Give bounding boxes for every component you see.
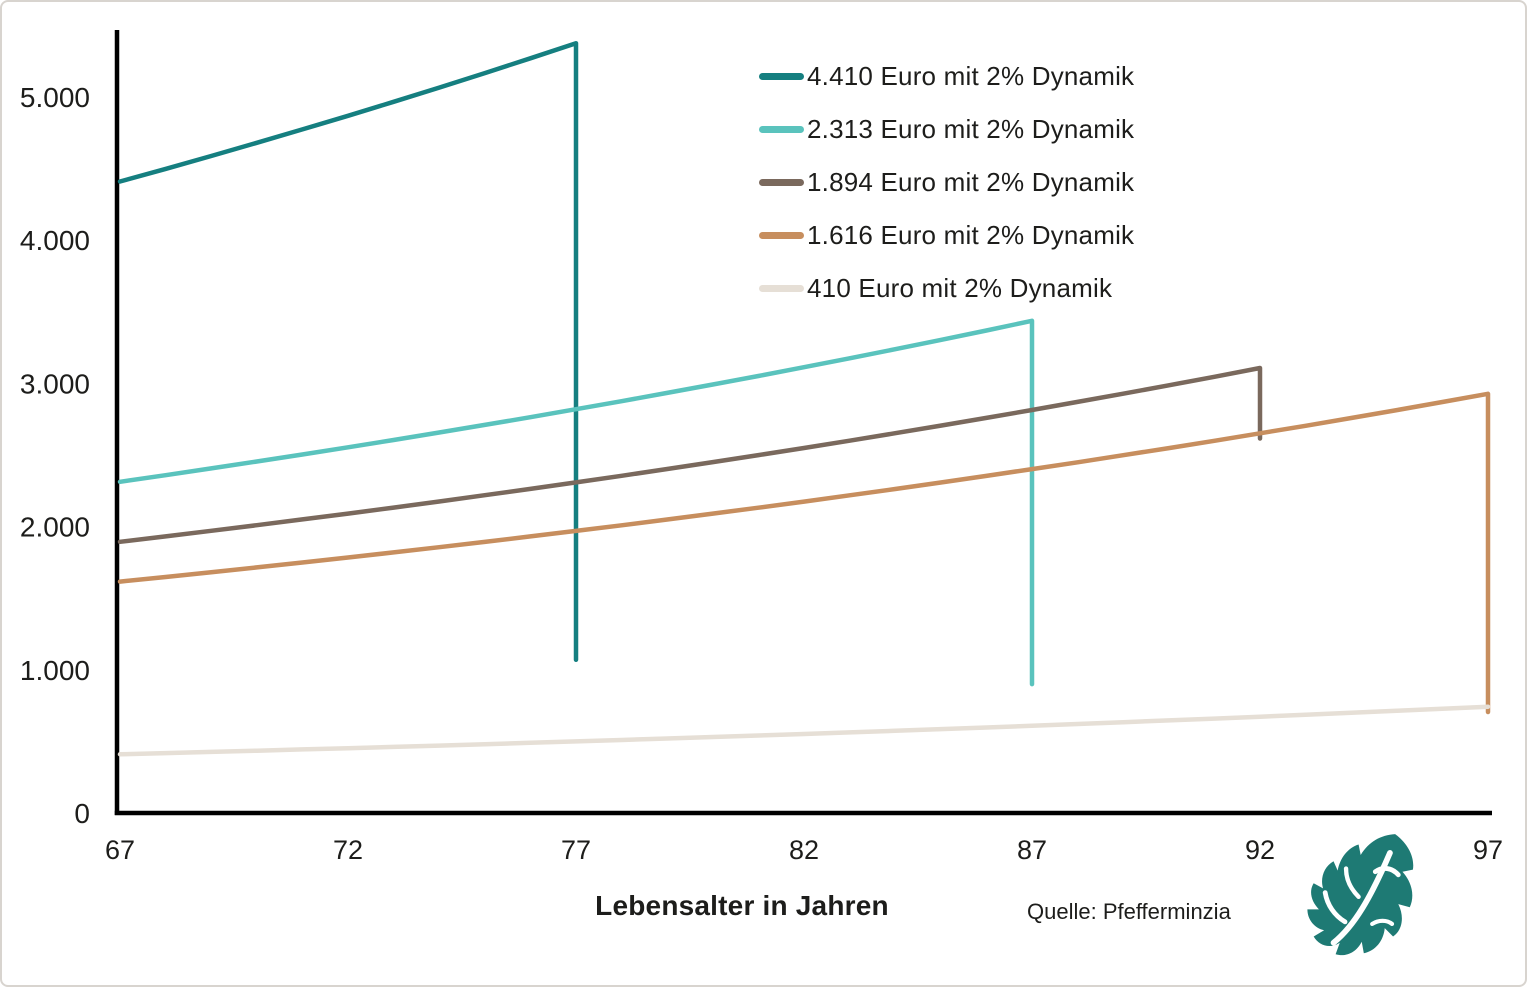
legend-label: 2.313 Euro mit 2% Dynamik — [807, 114, 1135, 144]
source-text: Quelle: Pfefferminzia — [1027, 899, 1231, 924]
y-tick-label: 4.000 — [20, 225, 90, 256]
legend-swatch — [759, 285, 804, 292]
x-tick-label: 87 — [1017, 835, 1047, 865]
chart-legend: 4.410 Euro mit 2% Dynamik 2.313 Euro mit… — [759, 50, 1134, 315]
series-line — [117, 704, 1491, 757]
leaf-vein-lower-right — [1370, 918, 1395, 927]
y-tick-label: 0 — [74, 798, 90, 829]
legend-item: 2.313 Euro mit 2% Dynamik — [759, 103, 1134, 156]
legend-swatch — [759, 232, 804, 239]
series-line — [117, 40, 579, 663]
legend-item: 1.894 Euro mit 2% Dynamik — [759, 156, 1134, 209]
legend-label: 1.616 Euro mit 2% Dynamik — [807, 220, 1135, 250]
series-line — [117, 318, 1035, 687]
legend-label: 4.410 Euro mit 2% Dynamik — [807, 61, 1135, 91]
x-tick-label: 92 — [1245, 835, 1275, 865]
series-line — [117, 391, 1491, 715]
legend-swatch — [759, 73, 804, 80]
x-tick-label: 82 — [789, 835, 819, 865]
legend-label: 1.894 Euro mit 2% Dynamik — [807, 167, 1135, 197]
x-tick-label: 67 — [105, 835, 135, 865]
legend-item: 410 Euro mit 2% Dynamik — [759, 262, 1134, 315]
legend-item: 4.410 Euro mit 2% Dynamik — [759, 50, 1134, 103]
y-tick-label: 5.000 — [20, 82, 90, 113]
x-tick-label: 72 — [333, 835, 363, 865]
legend-label: 410 Euro mit 2% Dynamik — [807, 273, 1113, 303]
legend-swatch — [759, 126, 804, 133]
x-axis-title: Lebensalter in Jahren — [595, 890, 889, 921]
x-tick-label: 77 — [561, 835, 591, 865]
leaf-vein-lower-left — [1322, 890, 1348, 925]
y-tick-label: 1.000 — [20, 655, 90, 686]
leaf-vein-right — [1372, 866, 1401, 878]
pfefferminzia-leaf-logo — [1307, 834, 1414, 956]
y-tick-label: 2.000 — [20, 512, 90, 543]
legend-item: 1.616 Euro mit 2% Dynamik — [759, 209, 1134, 262]
series-line — [117, 365, 1263, 545]
leaf-vein-upper-left — [1343, 866, 1361, 899]
x-tick-label: 97 — [1473, 835, 1503, 865]
y-tick-label: 3.000 — [20, 368, 90, 399]
legend-swatch — [759, 179, 804, 186]
